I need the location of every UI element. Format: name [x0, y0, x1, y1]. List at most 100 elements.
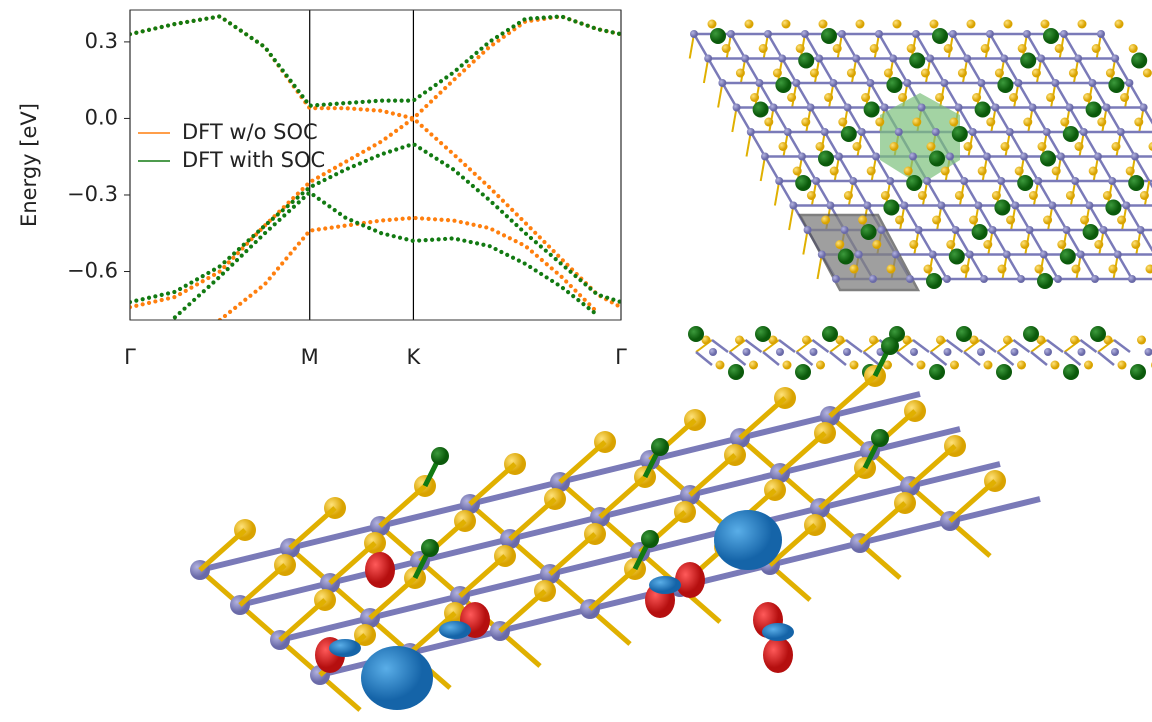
- bond: [737, 108, 751, 133]
- atom: [949, 30, 957, 38]
- atom: [716, 361, 725, 370]
- atom: [1006, 128, 1014, 136]
- atom: [816, 142, 825, 151]
- atom: [932, 128, 940, 136]
- atom: [745, 20, 754, 29]
- atom: [804, 226, 812, 234]
- atom: [733, 104, 741, 112]
- bond: [694, 34, 708, 59]
- legend-label: DFT with SOC: [182, 148, 325, 172]
- atom: [895, 216, 904, 225]
- atom: [1017, 175, 1033, 191]
- atom: [941, 167, 950, 176]
- atom: [821, 28, 837, 44]
- bond: [1030, 230, 1044, 255]
- atom: [955, 191, 964, 200]
- atom: [972, 93, 981, 102]
- atom: [906, 175, 922, 191]
- atom: [819, 20, 828, 29]
- atom: [1118, 361, 1127, 370]
- atom: [1051, 79, 1059, 87]
- atom: [1091, 275, 1099, 283]
- atom: [1117, 128, 1125, 136]
- atom: [1122, 202, 1130, 210]
- atom: [1043, 216, 1052, 225]
- atom: [1131, 153, 1139, 161]
- bond: [856, 59, 870, 84]
- atom: [841, 126, 857, 142]
- atom: [852, 55, 860, 63]
- orbital-blue: [439, 621, 471, 639]
- atom: [710, 28, 726, 44]
- atom: [983, 153, 991, 161]
- bond: [796, 83, 810, 108]
- atom: [850, 361, 859, 370]
- atom: [1105, 200, 1121, 216]
- atom: [795, 364, 811, 380]
- x-tick-label: M: [301, 345, 319, 369]
- atom: [1075, 142, 1084, 151]
- atom: [1017, 275, 1025, 283]
- crystal-structures: [190, 20, 1152, 711]
- atom: [898, 93, 907, 102]
- atom: [889, 55, 897, 63]
- atom: [1023, 118, 1032, 127]
- atom: [858, 216, 867, 225]
- bond: [996, 108, 1010, 133]
- bond: [927, 181, 941, 206]
- atom: [915, 226, 923, 234]
- atom: [764, 30, 772, 38]
- atom: [912, 30, 920, 38]
- bond: [879, 34, 893, 59]
- bond: [768, 34, 782, 59]
- atom: [853, 142, 862, 151]
- atom: [801, 118, 810, 127]
- atom: [1120, 93, 1129, 102]
- atom: [994, 200, 1010, 216]
- atom: [1014, 79, 1022, 87]
- atom: [747, 128, 755, 136]
- atom: [718, 79, 726, 87]
- atom: [1020, 153, 1028, 161]
- atom: [1089, 167, 1098, 176]
- bond: [722, 83, 736, 108]
- atom: [932, 216, 941, 225]
- atom: [792, 79, 800, 87]
- atom: [708, 20, 717, 29]
- atom: [1130, 364, 1146, 380]
- atom: [1112, 142, 1121, 151]
- bond: [1052, 206, 1066, 231]
- atom: [704, 55, 712, 63]
- atom: [1129, 44, 1138, 53]
- atom: [1043, 28, 1059, 44]
- atom: [1149, 142, 1152, 151]
- atom: [773, 69, 782, 78]
- atom: [886, 177, 894, 185]
- atom: [1037, 273, 1053, 289]
- atom: [844, 191, 853, 200]
- bond: [1007, 255, 1021, 280]
- atom: [1046, 93, 1055, 102]
- atom: [1140, 191, 1149, 200]
- atom: [1125, 79, 1133, 87]
- atom: [1054, 275, 1062, 283]
- atom: [892, 251, 900, 259]
- bond: [774, 108, 788, 133]
- orbital-blue: [649, 576, 681, 594]
- atom: [866, 79, 874, 87]
- legend-label: DFT w/o SOC: [182, 120, 318, 144]
- atom: [910, 348, 918, 356]
- atom: [989, 226, 997, 234]
- atom: [1060, 30, 1068, 38]
- atom: [1040, 251, 1048, 259]
- atom: [918, 104, 926, 112]
- atom: [900, 202, 908, 210]
- atom: [1111, 348, 1119, 356]
- bond: [751, 132, 765, 157]
- atom: [1023, 326, 1039, 342]
- atom: [1094, 240, 1103, 249]
- atom: [972, 224, 988, 240]
- bond: [1078, 59, 1092, 84]
- atom: [722, 44, 731, 53]
- y-axis-label: Energy [eV]: [17, 103, 41, 227]
